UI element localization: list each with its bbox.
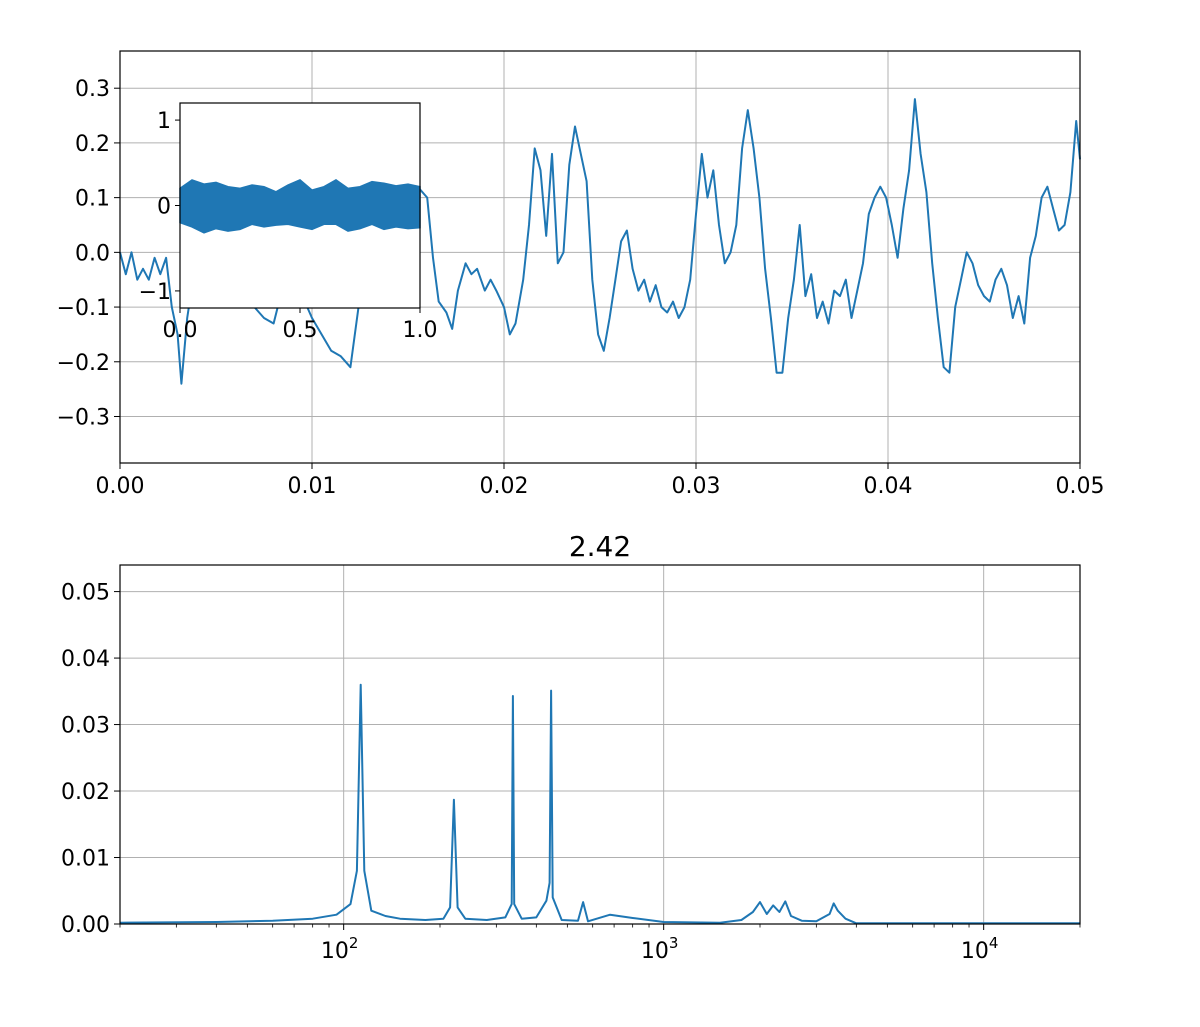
- y-tick-label: 0.1: [75, 187, 110, 212]
- time-signal-ticks: 0.00 0.01 0.02 0.03 0.04 0.05−0.3−0.2−0.10.00…: [57, 77, 1105, 499]
- y-tick-label: −0.1: [57, 296, 110, 321]
- inset-x-tick-label: 0.0: [163, 318, 198, 343]
- time-signal-frame: [119, 50, 1081, 464]
- y-tick-label: 0.05: [61, 581, 110, 606]
- inset-ticks: 0.0 0.5 1.0 −1 0 1: [139, 109, 438, 343]
- inset-x-tick-label: 0.5: [283, 318, 318, 343]
- y-tick-label: 0.04: [61, 647, 110, 672]
- y-tick-label: 0.3: [75, 77, 110, 102]
- x-tick-label: 0.00: [96, 474, 145, 499]
- envelope-fill: [179, 179, 421, 234]
- x-tick-label: 0.04: [864, 474, 913, 499]
- inset-axes: 0.0 0.5 1.0 −1 0 1: [139, 102, 438, 343]
- x-tick-label: 102: [321, 934, 359, 964]
- spectrum-title: 2.42: [569, 530, 631, 563]
- y-tick-label: 0.2: [75, 132, 110, 157]
- x-tick-label: 0.02: [480, 474, 529, 499]
- x-tick-label: 104: [961, 934, 999, 964]
- x-tick-label: 103: [641, 934, 679, 964]
- x-tick-label: 0.03: [672, 474, 721, 499]
- inset-y-tick-label: −1: [139, 280, 171, 305]
- inset-y-tick-label: 0: [157, 195, 171, 220]
- x-tick-label: 0.01: [288, 474, 337, 499]
- inset-x-tick-label: 1.0: [403, 318, 438, 343]
- inset-signal-envelope: [179, 179, 421, 234]
- y-tick-label: 0.0: [75, 241, 110, 266]
- inset-y-tick-label: 1: [157, 109, 171, 134]
- y-tick-label: −0.3: [57, 405, 110, 430]
- spectrum-line: [119, 683, 1080, 925]
- spectrum-path: [119, 683, 1080, 925]
- y-tick-label: 0.03: [61, 714, 110, 739]
- y-tick-label: −0.2: [57, 351, 110, 376]
- y-tick-label: 0.00: [61, 913, 110, 938]
- y-tick-label: 0.02: [61, 780, 110, 805]
- spectrum-axes: 2.42 102 103 104 0.00 0.01 0.02 0.03 0.04 0.05: [61, 530, 1081, 964]
- x-tick-label: 0.05: [1056, 474, 1105, 499]
- spectrum-frame: [119, 564, 1081, 925]
- spectrum-ticks: 102 103 104 0.00 0.01 0.02 0.03 0.04 0.05: [61, 581, 1081, 964]
- y-tick-label: 0.01: [61, 847, 110, 872]
